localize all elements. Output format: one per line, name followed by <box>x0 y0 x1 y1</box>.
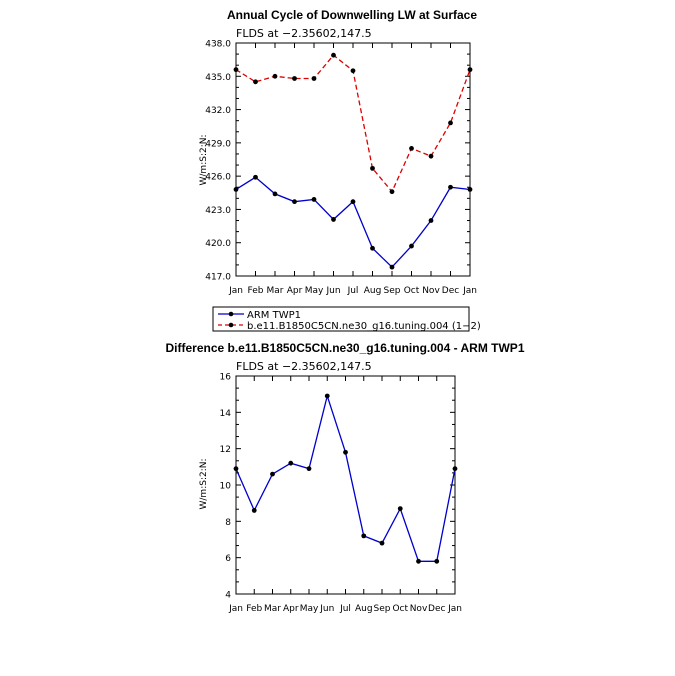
plot-frame <box>235 42 471 277</box>
data-point <box>379 540 385 546</box>
y-axis-label: W/m:S:2:N: <box>199 135 209 186</box>
legend-marker-arm <box>228 311 234 317</box>
data-point <box>452 466 458 472</box>
y-tick-label: 16 <box>220 373 232 383</box>
data-point <box>288 460 294 466</box>
data-point <box>350 68 356 74</box>
y-tick-label: 417.0 <box>205 273 231 283</box>
y-tick-label: 429.0 <box>205 139 231 149</box>
x-tick-label: Aug <box>355 604 373 614</box>
chart-title: Annual Cycle of Downwelling LW at Surfac… <box>227 8 477 22</box>
x-tick-label: Sep <box>384 286 401 296</box>
data-point <box>233 67 239 73</box>
y-tick-label: 10 <box>220 482 232 492</box>
x-tick-label: Jan <box>447 604 462 614</box>
data-point <box>331 217 336 222</box>
y-tick-label: 14 <box>220 409 232 419</box>
x-tick-label: Jan <box>462 286 477 296</box>
data-point <box>409 243 414 249</box>
data-point <box>292 199 297 205</box>
data-point <box>272 73 278 79</box>
data-point <box>253 174 258 180</box>
data-point <box>389 264 395 270</box>
data-point <box>448 120 453 126</box>
data-point <box>311 76 317 81</box>
series-line-0 <box>235 176 471 269</box>
chart-subtitle-diff: FLDS at −2.35602,147.5 <box>236 360 372 373</box>
data-point <box>361 533 367 539</box>
x-tick-label: Dec <box>442 286 459 296</box>
x-tick-label: Oct <box>392 604 408 614</box>
data-point <box>233 187 239 192</box>
x-tick-label: Oct <box>404 286 420 296</box>
x-tick-label: Feb <box>248 286 264 296</box>
x-tick-label: May <box>305 286 324 296</box>
data-point <box>409 146 414 151</box>
data-point <box>311 197 317 202</box>
x-tick-label: Sep <box>374 604 391 614</box>
data-point <box>270 471 275 477</box>
x-tick-label: Aug <box>364 286 382 296</box>
data-point <box>331 52 336 58</box>
legend-entry-arm: ARM TWP1 <box>247 310 301 321</box>
y-tick-label: 438.0 <box>205 40 231 50</box>
chart-title-diff: Difference b.e11.B1850C5CN.ne30_g16.tuni… <box>165 341 524 355</box>
data-point <box>467 67 473 73</box>
x-tick-label: Dec <box>428 604 445 614</box>
chart-subtitle: FLDS at −2.35602,147.5 <box>236 27 372 40</box>
data-point <box>467 187 473 192</box>
data-point <box>389 189 395 195</box>
y-tick-label: 423.0 <box>205 206 231 216</box>
x-tick-label: Apr <box>287 286 303 296</box>
x-tick-label: Jun <box>319 604 334 614</box>
legend: ARM TWP1 b.e11.B1850C5CN.ne30_g16.tuning… <box>212 306 481 332</box>
data-point <box>428 218 434 223</box>
series-line-0 <box>235 393 456 562</box>
data-point <box>448 184 453 190</box>
y-tick-label: 4 <box>225 591 231 601</box>
data-point <box>370 245 375 251</box>
x-tick-label: Feb <box>246 604 262 614</box>
legend-marker-model <box>228 322 234 328</box>
data-point <box>434 558 440 564</box>
x-tick-label: Apr <box>283 604 299 614</box>
y-tick-label: 12 <box>220 445 231 455</box>
x-tick-label: Mar <box>267 286 284 296</box>
x-tick-label: Nov <box>422 286 440 296</box>
y-tick-label: 432.0 <box>205 106 231 116</box>
x-tick-label: Jan <box>228 604 243 614</box>
x-tick-label: May <box>300 604 319 614</box>
x-tick-label: Mar <box>264 604 281 614</box>
data-point <box>343 449 348 455</box>
data-point <box>428 153 434 159</box>
data-point <box>292 76 297 81</box>
data-point <box>253 79 258 85</box>
y-tick-label: 426.0 <box>205 173 231 183</box>
legend-entry-model: b.e11.B1850C5CN.ne30_g16.tuning.004 (1−2… <box>247 321 481 332</box>
legend-box <box>212 306 470 332</box>
x-tick-label: Jun <box>325 286 340 296</box>
y-tick-label: 8 <box>225 518 231 528</box>
x-tick-label: Jan <box>228 286 243 296</box>
data-point <box>306 466 312 472</box>
data-point <box>416 558 421 564</box>
y-tick-label: 435.0 <box>205 73 231 83</box>
data-point <box>370 165 375 171</box>
data-point <box>233 466 239 472</box>
data-point <box>272 191 278 197</box>
data-point <box>350 199 356 205</box>
x-tick-label: Jul <box>347 286 359 296</box>
y-axis-label-diff: W/m:S:2:N: <box>199 459 209 510</box>
x-tick-label: Jul <box>339 604 351 614</box>
y-tick-label: 420.0 <box>205 239 231 249</box>
data-point <box>324 393 330 399</box>
chart-annual-cycle: Annual Cycle of Downwelling LW at Surfac… <box>199 8 477 296</box>
x-tick-label: Nov <box>410 604 428 614</box>
chart-difference: Difference b.e11.B1850C5CN.ne30_g16.tuni… <box>165 341 524 614</box>
series-line-1 <box>235 54 471 193</box>
data-point <box>251 508 257 513</box>
y-tick-label: 6 <box>225 554 231 564</box>
data-point <box>397 506 403 512</box>
